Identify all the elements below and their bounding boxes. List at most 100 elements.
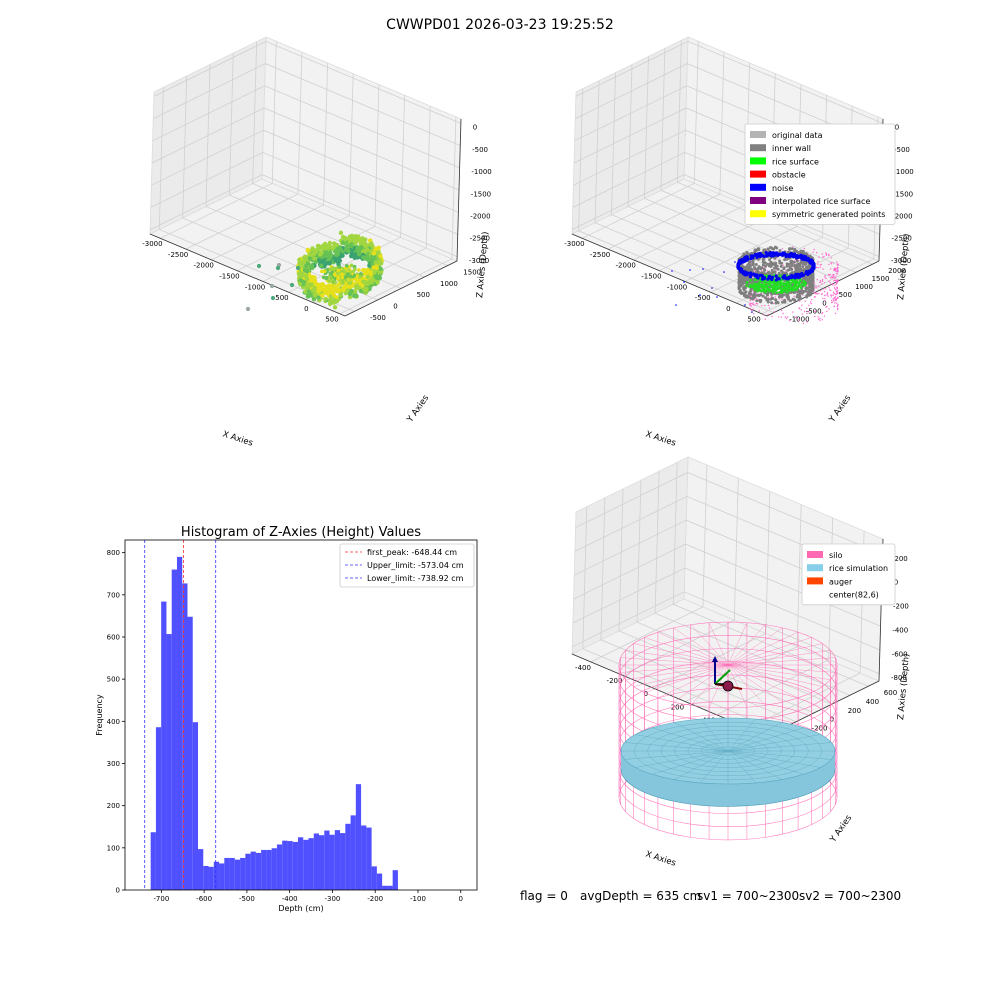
rice-surface-point bbox=[791, 288, 795, 292]
silo-roof-spoke bbox=[633, 643, 729, 666]
noise-point bbox=[675, 304, 677, 306]
noise-point bbox=[795, 254, 799, 258]
noise-point bbox=[810, 269, 815, 273]
inner-wall-point bbox=[750, 251, 753, 255]
data-point bbox=[334, 242, 339, 248]
simulation-3d-plot: 3D simulation of Silo Interior-400-20002… bbox=[571, 456, 912, 869]
interpolated-point bbox=[815, 285, 817, 287]
y-gridline bbox=[158, 87, 355, 312]
legend-box bbox=[339, 543, 475, 588]
inner-wall-point bbox=[780, 295, 784, 299]
data-point bbox=[357, 268, 361, 272]
legend-swatch bbox=[750, 183, 766, 191]
rice-surface-point bbox=[746, 281, 749, 284]
rice-surface-point bbox=[745, 284, 748, 288]
interpolated-point bbox=[815, 292, 818, 294]
histogram-bar bbox=[229, 857, 235, 890]
interpolated-point bbox=[749, 304, 751, 306]
z-gridline bbox=[572, 567, 881, 651]
noise-point bbox=[769, 251, 773, 255]
data-point bbox=[302, 267, 307, 272]
z-gridline bbox=[149, 174, 458, 257]
silo-roof-spoke bbox=[727, 664, 831, 680]
legend-label: auger bbox=[829, 577, 853, 586]
data-point bbox=[324, 291, 329, 296]
data-point bbox=[351, 293, 357, 299]
rice-surface-point bbox=[789, 287, 793, 290]
histogram-bar bbox=[313, 833, 320, 890]
inner-wall-point bbox=[796, 251, 800, 255]
x-tick-label: -3000 bbox=[564, 240, 584, 248]
y-tick-label: 0 bbox=[393, 303, 397, 311]
rice-surface-point bbox=[796, 281, 800, 285]
rice-surface-point bbox=[769, 284, 772, 287]
rice-mesh-spoke bbox=[727, 742, 832, 752]
interpolated-point bbox=[808, 304, 810, 307]
interpolated-point bbox=[835, 293, 837, 296]
histogram-bar bbox=[282, 840, 288, 890]
z-tick-label: -1000 bbox=[893, 168, 913, 176]
y-tick-label: 500 bbox=[839, 291, 852, 299]
interpolated-point bbox=[830, 277, 832, 279]
z-gridline bbox=[571, 174, 880, 257]
x-gridline bbox=[622, 478, 739, 676]
inner-wall-point bbox=[806, 292, 810, 296]
interpolated-point bbox=[837, 297, 839, 299]
interpolated-point bbox=[828, 280, 830, 282]
data-point bbox=[299, 273, 305, 278]
inner-wall-point bbox=[786, 295, 790, 299]
z-axis-label: Z Axies (Depth) bbox=[896, 653, 912, 720]
data-point bbox=[352, 273, 357, 278]
rice-surface-point bbox=[750, 285, 754, 289]
figure-title: CWWPD01 2026-03-23 19:25:52 bbox=[386, 17, 614, 33]
data-point bbox=[371, 251, 376, 256]
data-point bbox=[340, 281, 345, 286]
y-tick-label: 1500 bbox=[872, 275, 890, 283]
noise-point bbox=[716, 296, 718, 298]
silo-roof-spoke bbox=[625, 650, 729, 666]
silo-roof-spoke bbox=[727, 631, 799, 666]
interpolated-point bbox=[812, 251, 814, 253]
interpolated-point bbox=[824, 297, 826, 300]
rice-surface-point bbox=[789, 284, 792, 287]
x-gridline bbox=[160, 41, 277, 239]
data-point bbox=[349, 233, 355, 239]
inner-wall-point bbox=[770, 301, 774, 305]
data-point bbox=[318, 252, 323, 257]
rice-surface-point bbox=[755, 283, 759, 286]
z-gridline bbox=[572, 591, 880, 675]
y-tick-label: 2000 bbox=[888, 267, 906, 275]
y-axis-label: Y Axies bbox=[405, 393, 432, 425]
interpolated-point bbox=[771, 295, 773, 297]
data-point bbox=[361, 242, 367, 247]
data-point bbox=[332, 272, 337, 277]
legend-label: interpolated rice surface bbox=[772, 197, 870, 206]
x-tick-label: -1000 bbox=[667, 283, 687, 291]
silo-roof-spoke bbox=[727, 622, 748, 666]
x-tick-label: 0 bbox=[644, 690, 648, 698]
x-gridline bbox=[339, 116, 457, 315]
data-point bbox=[349, 242, 354, 247]
interpolated-point bbox=[825, 288, 827, 290]
interpolated-point bbox=[781, 248, 783, 250]
interpolated-point bbox=[749, 302, 751, 305]
interpolated-point bbox=[817, 266, 819, 269]
inner-wall-point bbox=[755, 299, 759, 303]
data-point bbox=[344, 281, 348, 286]
interpolated-point bbox=[755, 302, 757, 305]
silo-roof-spoke bbox=[727, 637, 812, 666]
noise-point bbox=[749, 271, 753, 275]
interpolated-point bbox=[819, 266, 821, 269]
interpolated-point bbox=[817, 293, 819, 295]
data-point bbox=[331, 266, 335, 270]
noise-point bbox=[741, 258, 745, 262]
interpolated-point bbox=[830, 296, 832, 298]
inner-wall-point bbox=[776, 301, 780, 305]
rice-mesh-spoke bbox=[727, 727, 804, 752]
inner-wall-point bbox=[806, 278, 810, 282]
rice-surface-point bbox=[758, 283, 762, 286]
data-point bbox=[365, 274, 371, 280]
interpolated-point bbox=[818, 292, 820, 294]
inner-wall-point bbox=[769, 246, 773, 249]
interpolated-point bbox=[830, 262, 832, 264]
